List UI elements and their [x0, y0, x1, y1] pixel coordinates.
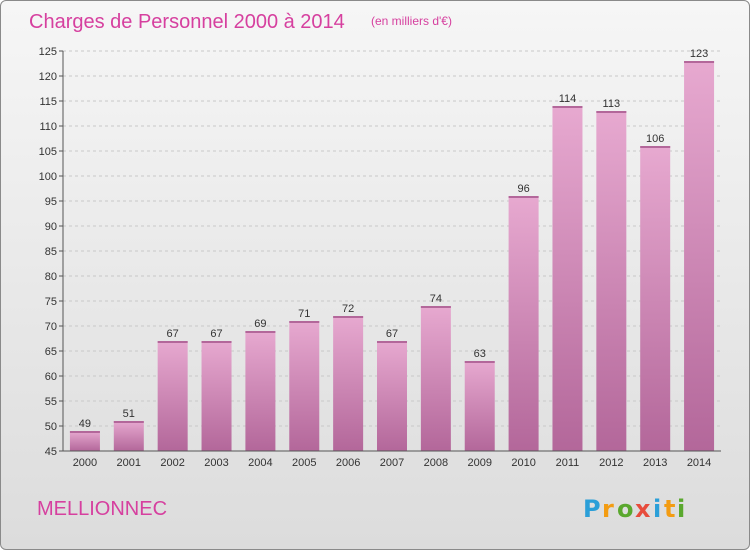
bar [640, 146, 671, 451]
bar-top-edge [69, 431, 100, 433]
y-tick-label: 75 [45, 296, 57, 308]
bar-top-edge [420, 306, 451, 308]
x-tick-label: 2002 [160, 457, 184, 469]
bar [464, 361, 495, 451]
y-tick-label: 95 [45, 196, 57, 208]
bar [596, 111, 627, 451]
commune-name: MELLIONNEC [37, 498, 167, 520]
x-tick-label: 2006 [336, 457, 360, 469]
bar-value-label: 114 [559, 93, 577, 105]
bar-top-edge [508, 196, 539, 198]
bar-value-label: 71 [298, 308, 310, 320]
bar [333, 316, 364, 451]
x-tick-label: 2004 [248, 457, 272, 469]
y-tick-label: 115 [39, 96, 57, 108]
logo-letter: t [664, 495, 675, 523]
logo-letter: P [583, 495, 601, 523]
x-tick-label: 2007 [380, 457, 404, 469]
x-tick-label: 2010 [511, 457, 535, 469]
y-tick-label: 70 [45, 321, 57, 333]
logo-letter: x [635, 495, 651, 523]
bar-value-label: 69 [254, 318, 266, 330]
bar-top-edge [201, 341, 232, 343]
y-tick-label: 60 [45, 371, 57, 383]
logo-letter: i [677, 495, 685, 523]
bar [245, 331, 276, 451]
bar-top-edge [684, 61, 715, 63]
x-tick-label: 2001 [117, 457, 141, 469]
bar [552, 106, 583, 451]
y-tick-label: 110 [39, 121, 57, 133]
x-tick-label: 2005 [292, 457, 316, 469]
bar-top-edge [333, 316, 364, 318]
x-tick-label: 2003 [204, 457, 228, 469]
y-tick-label: 125 [39, 46, 57, 58]
bar-top-edge [640, 146, 671, 148]
bar-value-label: 96 [517, 183, 529, 195]
bar-top-edge [377, 341, 407, 343]
x-tick-label: 2013 [643, 457, 667, 469]
bar [289, 321, 320, 451]
bar-top-edge [596, 111, 627, 113]
bars: 49 51 67 67 69 71 72 67 74 63 96 114 113 106 123 [69, 48, 715, 451]
y-tick-label: 55 [45, 396, 57, 408]
x-tick-label: 2012 [599, 457, 623, 469]
bar-value-label: 72 [342, 303, 354, 315]
bar-top-edge [464, 361, 495, 363]
bar [69, 431, 100, 451]
x-axis: 2000 2001 2002 2003 2004 2005 2006 2007 2008 2009… [63, 450, 721, 469]
bar [420, 306, 451, 451]
logo-letter: i [653, 495, 661, 523]
y-tick-label: 80 [45, 271, 57, 283]
bar-value-label: 51 [123, 408, 135, 420]
bar-value-label: 67 [386, 328, 398, 340]
bar-top-edge [245, 331, 276, 333]
x-tick-label: 2011 [556, 457, 580, 469]
bar-value-label: 49 [79, 418, 91, 430]
y-tick-label: 105 [39, 146, 57, 158]
chart-title: Charges de Personnel 2000 à 2014 [29, 11, 345, 33]
bar-top-edge [157, 341, 188, 343]
y-tick-label: 120 [39, 71, 57, 83]
bar [113, 421, 144, 451]
y-tick-label: 50 [45, 421, 57, 433]
y-tick-label: 100 [39, 171, 57, 183]
bar-top-edge [552, 106, 583, 108]
y-axis: 45 50 55 60 65 70 75 80 85 90 95 100 105 110 115 120 125 [39, 46, 64, 458]
bar [377, 341, 407, 451]
y-tick-label: 85 [45, 246, 57, 258]
logo-letter: o [617, 495, 634, 523]
bar [201, 341, 232, 451]
y-tick-label: 90 [45, 221, 57, 233]
y-tick-label: 65 [45, 346, 57, 358]
bar-top-edge [113, 421, 144, 423]
bar-value-label: 67 [167, 328, 179, 340]
x-tick-label: 2009 [467, 457, 491, 469]
y-tick-label: 45 [45, 446, 57, 458]
chart-subtitle: (en milliers d'€) [371, 14, 452, 28]
x-tick-label: 2014 [687, 457, 711, 469]
x-tick-label: 2008 [424, 457, 448, 469]
logo-letter: r [602, 495, 614, 523]
bar [684, 61, 715, 451]
bar [508, 196, 539, 451]
bar-value-label: 123 [690, 48, 708, 60]
x-tick-label: 2000 [73, 457, 97, 469]
bar-top-edge [289, 321, 320, 323]
bar [157, 341, 188, 451]
bar-value-label: 113 [603, 98, 621, 110]
bar-value-label: 63 [474, 348, 486, 360]
bar-value-label: 106 [646, 133, 664, 145]
bar-value-label: 74 [430, 293, 442, 305]
bar-value-label: 67 [210, 328, 222, 340]
